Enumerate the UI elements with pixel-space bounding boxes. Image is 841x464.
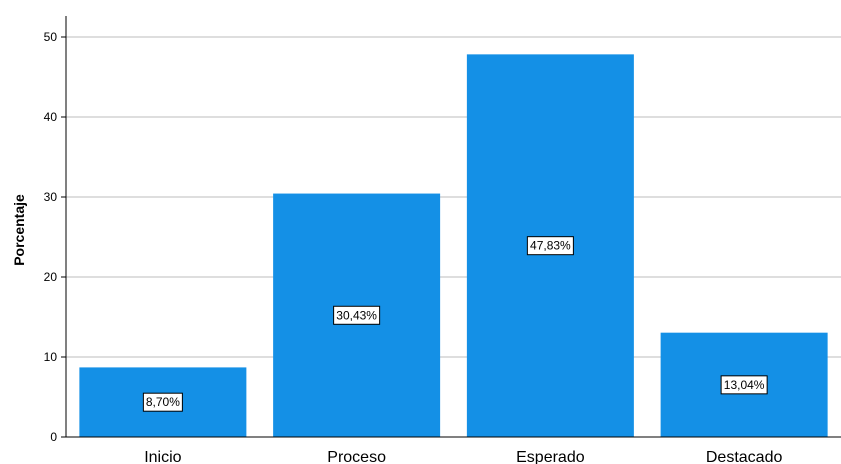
axes	[61, 16, 841, 438]
x-tick-label-esperado: Esperado	[516, 449, 585, 464]
data-label-destacado: 13,04%	[724, 378, 765, 392]
y-tick-label-30: 30	[44, 190, 58, 204]
data-label-box-esperado	[526, 236, 574, 256]
x-tick-label-destacado: Destacado	[706, 449, 783, 464]
y-tick-label-10: 10	[44, 350, 58, 364]
data-label-box-proceso	[333, 305, 381, 325]
y-tick-label-20: 20	[44, 270, 58, 284]
y-tick-label-50: 50	[44, 30, 58, 44]
data-label-box-destacado	[720, 375, 768, 395]
y-tick-label-40: 40	[44, 110, 58, 124]
data-label-esperado: 47,83%	[530, 239, 571, 253]
data-label-box-inicio	[142, 392, 183, 412]
x-tick-label-proceso: Proceso	[327, 449, 386, 464]
y-tick-label-0: 0	[50, 430, 57, 444]
x-tick-label-inicio: Inicio	[144, 449, 181, 464]
data-label-inicio: 8,70%	[146, 395, 180, 409]
bars	[79, 54, 828, 438]
data-label-proceso: 30,43%	[336, 308, 377, 322]
y-axis-title: Porcentaje	[11, 194, 27, 266]
labels: 0 10 20 30 40 50 8,70% Inicio 30,43% Proceso 47,83…	[44, 30, 783, 464]
gridlines	[66, 36, 841, 358]
